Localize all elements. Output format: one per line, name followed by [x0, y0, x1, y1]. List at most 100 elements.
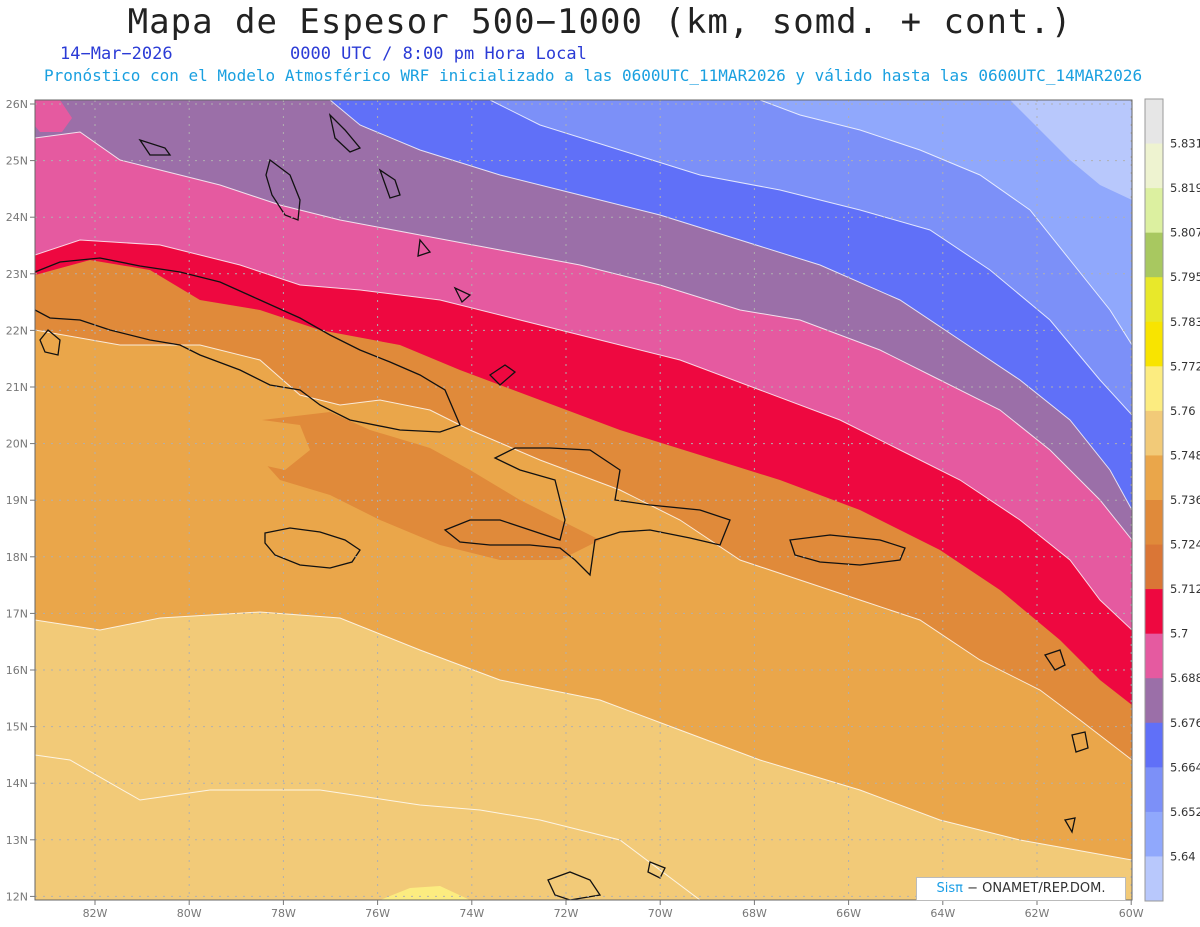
lon-tick-label: 66W	[836, 907, 861, 920]
guadeloupe-coastline	[1043, 649, 1066, 671]
acklins-coastline	[453, 286, 472, 304]
lat-tick-label: 20N	[6, 438, 28, 451]
colorbar-label: 5.831	[1170, 137, 1200, 151]
south-america-coastline	[547, 871, 602, 900]
contour-line	[489, 100, 1132, 416]
longitude-labels: 82W 80W 78W 76W 74W 72W 70W 68W 66W 64W 62W 60W	[83, 900, 1144, 920]
colorbar-label: 5.724	[1170, 538, 1200, 552]
contour-line	[329, 100, 1132, 511]
band-below-5640	[760, 100, 1132, 345]
lon-tick-label: 70W	[648, 907, 673, 920]
colorbar-swatch	[1145, 678, 1163, 724]
lon-tick-label: 60W	[1119, 907, 1144, 920]
martinique-coastline	[1071, 731, 1089, 753]
colorbar-swatch	[1145, 856, 1163, 902]
cat-island-coastline	[378, 168, 401, 199]
lon-tick-label: 68W	[742, 907, 767, 920]
puerto-rico-coastline	[789, 534, 906, 566]
colorbar-frame	[1144, 98, 1164, 902]
colorbar: 5.831 5.819 5.807 5.795 5.783 5.772 5.76 5.748 5…	[1144, 98, 1200, 902]
lon-tick-label: 82W	[83, 907, 108, 920]
jamaica-coastline	[264, 527, 361, 569]
colorbar-label: 5.807	[1170, 226, 1200, 240]
lat-tick-label: 12N	[6, 890, 28, 903]
colorbar-label: 5.676	[1170, 716, 1200, 730]
graticule	[35, 100, 1132, 900]
colorbar-swatch	[1145, 722, 1163, 768]
lat-tick-label: 21N	[6, 381, 28, 394]
colorbar-swatch	[1145, 633, 1163, 679]
colorbar-swatch	[1145, 589, 1163, 635]
colorbar-label: 5.712	[1170, 582, 1200, 596]
hispaniola-coastline	[443, 447, 731, 577]
colorbar-swatch	[1145, 99, 1163, 145]
lat-tick-label: 18N	[6, 551, 28, 564]
band-nw-pocket	[35, 100, 72, 132]
colorbar-label: 5.7	[1170, 627, 1188, 641]
band-hispaniola-warm	[262, 412, 600, 560]
forecast-description: Pronóstico con el Modelo Atmosférico WRF…	[44, 66, 1143, 85]
great-inagua-coastline	[488, 364, 517, 386]
latitude-labels: 26N 25N 24N 23N 22N 21N 20N 19N 18N 17N 16N 15N 14N 1…	[6, 98, 35, 903]
valid-time: 0000 UTC / 8:00 pm Hora Local	[290, 44, 587, 64]
lon-tick-label: 62W	[1025, 907, 1050, 920]
contour-line	[759, 100, 1132, 346]
colorbar-swatch	[1145, 455, 1163, 501]
contour-line	[35, 611, 1132, 861]
lat-tick-label: 19N	[6, 494, 28, 507]
lat-tick-label: 13N	[6, 834, 28, 847]
credit-box: Sisπ − ONAMET/REP.DOM.	[916, 877, 1126, 901]
lat-tick-label: 14N	[6, 777, 28, 790]
band-5748-5760	[380, 886, 470, 900]
colorbar-swatch	[1145, 410, 1163, 456]
colorbar-label: 5.783	[1170, 315, 1200, 329]
st-vincent-coastline	[1063, 817, 1076, 834]
lat-tick-label: 26N	[6, 98, 28, 111]
colorbar-swatch	[1145, 277, 1163, 323]
colorbar-label: 5.819	[1170, 181, 1200, 195]
colorbar-swatch	[1145, 366, 1163, 412]
colorbar-label: 5.772	[1170, 359, 1200, 373]
lon-tick-label: 78W	[271, 907, 296, 920]
colorbar-swatch	[1145, 143, 1163, 189]
lon-tick-label: 76W	[365, 907, 390, 920]
lat-tick-label: 16N	[6, 664, 28, 677]
lat-tick-label: 22N	[6, 324, 28, 337]
contour-line	[35, 754, 701, 900]
isla-juventud-coastline	[39, 329, 61, 356]
contour-lines	[35, 100, 1132, 900]
colorbar-label: 5.76	[1170, 404, 1196, 418]
colorbar-swatch	[1145, 767, 1163, 813]
grand-bahama-coastline	[138, 138, 172, 156]
coastlines	[35, 112, 1089, 900]
credit-text: − ONAMET/REP.DOM.	[967, 881, 1106, 896]
contour-line	[35, 329, 1132, 761]
lat-tick-label: 23N	[6, 268, 28, 281]
colorbar-label: 5.664	[1170, 760, 1200, 774]
map-title: Mapa de Espesor 500−1000 (km, somd. + co…	[127, 2, 1073, 42]
colorbar-swatch	[1145, 188, 1163, 234]
colorbar-swatch	[1145, 232, 1163, 278]
eleuthera-coastline	[328, 112, 362, 153]
lon-tick-label: 74W	[459, 907, 484, 920]
colorbar-label: 5.795	[1170, 270, 1200, 284]
cuba-coastline	[35, 257, 461, 433]
lat-tick-label: 25N	[6, 155, 28, 168]
colorbar-label: 5.748	[1170, 448, 1200, 462]
lat-tick-label: 24N	[6, 211, 28, 224]
colorbar-label: 5.736	[1170, 493, 1200, 507]
lat-tick-label: 15N	[6, 721, 28, 734]
lon-tick-label: 80W	[177, 907, 202, 920]
band-lowest	[1010, 100, 1132, 200]
colorbar-swatch	[1145, 544, 1163, 590]
colorbar-swatch	[1145, 811, 1163, 857]
contour-line	[35, 239, 1132, 631]
colorbar-swatch	[1145, 321, 1163, 367]
long-island-coastline	[417, 238, 432, 257]
lon-tick-label: 72W	[554, 907, 579, 920]
band-5640-5652	[490, 100, 1132, 415]
contour-bands	[35, 100, 1132, 900]
colorbar-swatch	[1145, 500, 1163, 546]
lon-tick-label: 64W	[930, 907, 955, 920]
